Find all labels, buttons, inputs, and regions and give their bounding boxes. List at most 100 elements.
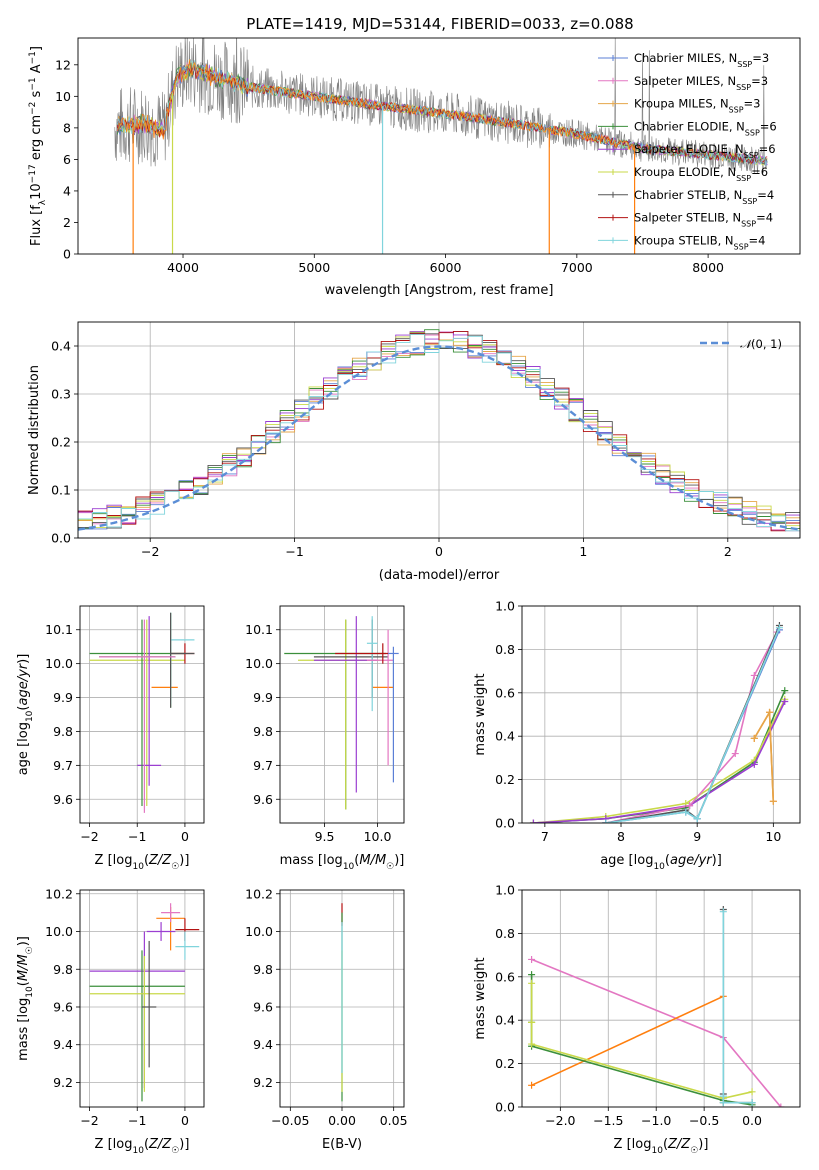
x-axis-label: age [log10(age/yr)] (600, 853, 722, 872)
legend-label: Salpeter ELODIE, NSSP=6 (634, 142, 776, 160)
weight-lines (528, 906, 785, 1107)
tick-label-x: 10.0 (364, 829, 392, 844)
tick-label-y: 9.2 (53, 1075, 73, 1090)
weight-line (533, 690, 786, 823)
tick-label-x: −0.5 (689, 1113, 719, 1128)
tick-label-x: −2 (80, 1113, 98, 1128)
errorbars (284, 616, 399, 810)
tick-label-y: 0.4 (495, 729, 515, 744)
plot-frame (279, 605, 405, 824)
weight-line (605, 625, 781, 823)
tick-label-y: 0.6 (495, 685, 515, 700)
legend-suffix: =4 (749, 233, 766, 247)
legend-suffix: =6 (759, 142, 776, 156)
legend-label: Kroupa MILES, NSSP=3 (634, 97, 760, 115)
tick-label-y: 0.8 (495, 926, 515, 941)
tick-label-x: 9.5 (315, 829, 335, 844)
legend-suffix: =3 (752, 51, 769, 65)
y-axis-label: mass [log10(M/M☉)] (16, 936, 35, 1061)
tick-label-x: 0.05 (380, 1113, 408, 1128)
weight-marker (769, 797, 777, 805)
tick-label-y: 9.7 (253, 758, 273, 773)
weight-marker (528, 971, 536, 979)
plot-frame (279, 889, 405, 1108)
legend-label: Salpeter MILES, NSSP=3 (634, 74, 768, 92)
x-axis-label: (data-model)/error (379, 568, 500, 583)
weight-marker (719, 908, 727, 916)
tick-label-y: 10.0 (45, 924, 73, 939)
x-axis-label: Z [log10(Z/Z☉)] (95, 1137, 190, 1156)
tick-label-x: −1 (128, 829, 146, 844)
tick-label-y: 9.6 (253, 999, 273, 1014)
x-axis-label: Z [log10(Z/Z☉)] (95, 853, 190, 872)
weight_vs_age-panel: 7 8 9 10 0.0 0.2 0.4 0.6 0.8 1.0 age [log10(age/yr… (473, 599, 801, 872)
tick-label-x: 0 (435, 544, 443, 559)
tick-label-x: −2.0 (545, 1113, 575, 1128)
tick-label-y: 9.6 (53, 792, 73, 807)
tick-label-x: −2 (80, 829, 98, 844)
tick-label-y: 10.1 (45, 622, 73, 637)
tick-label-y: 0.8 (495, 642, 515, 657)
tick-label-x: 7 (541, 829, 549, 844)
histograms (78, 329, 800, 538)
residuals-panel: −2 −1 0 1 2 0.0 0.1 0.2 0.3 0.4 𝒩(0, 1) (data-model… (27, 321, 801, 583)
tick-label-x: −1.0 (641, 1113, 671, 1128)
weight-line (530, 974, 753, 1106)
legend-suffix: =6 (751, 165, 768, 179)
weight-line (533, 698, 786, 823)
tick-label-y: 10.0 (245, 656, 273, 671)
weight-marker (682, 808, 690, 816)
tick-label-y: 8 (63, 120, 71, 135)
legend-subscript: SSP (736, 82, 751, 91)
plot-frame (77, 321, 801, 539)
tick-label-y: 10.0 (45, 656, 73, 671)
tick-label-y: 10 (55, 89, 71, 104)
residual-histogram (78, 330, 800, 538)
tick-label-y: 9.4 (53, 1037, 73, 1052)
weight_vs_Z-panel: −2.0 −1.5 −1.0 −0.5 0.0 0.0 0.2 0.4 0.6 0.8 1.0 Z [… (473, 883, 801, 1156)
tick-label-x: 5000 (298, 260, 330, 275)
observed-spectrum (114, 38, 768, 174)
legend-subscript: SSP (741, 219, 756, 228)
age_vs_mass-panel: 9.5 10.0 9.6 9.7 9.8 9.9 10.0 10.1 mass [log10(M… (245, 605, 405, 872)
tick-label-y: 9.6 (53, 999, 73, 1014)
tick-label-x: −0.05 (271, 1113, 309, 1128)
weight-marker (529, 819, 537, 823)
weight-line (605, 631, 778, 823)
model-spectrum (117, 60, 635, 151)
mass_vs_Z-panel: −2 −1 0 9.2 9.4 9.6 9.8 10.0 10.2 Z [log10(Z/Z☉)]… (16, 886, 205, 1156)
age_vs_Z-panel: −2 −1 0 9.6 9.7 9.8 9.9 10.0 10.1 Z [log10(Z/Z☉)]… (16, 605, 205, 872)
weight-line (722, 909, 753, 1104)
tick-label-y: 9.2 (253, 1075, 273, 1090)
weight-marker (528, 955, 536, 963)
weight-marker (693, 815, 701, 823)
tick-label-y: 9.8 (253, 724, 273, 739)
tick-label-y: 10.2 (45, 886, 73, 901)
tick-label-x: 9 (693, 829, 701, 844)
legend-label: Kroupa STELIB, NSSP=4 (634, 233, 765, 251)
tick-label-x: 2 (724, 544, 732, 559)
y-axis-label: mass weight (473, 957, 488, 1039)
tick-label-x: 0.0 (742, 1113, 762, 1128)
weight-line (530, 983, 753, 1100)
spectrum-lines (114, 38, 768, 254)
weight-marker (719, 1099, 727, 1107)
tick-label-x: −1 (128, 1113, 146, 1128)
gaussian-curve (78, 345, 800, 531)
tick-label-x: −1 (285, 544, 303, 559)
tick-label-y: 0 (63, 247, 71, 262)
tick-label-y: 0.2 (51, 435, 71, 450)
errorbars (89, 903, 200, 1102)
tick-label-x: 7000 (561, 260, 593, 275)
x-axis-label: mass [log10(M/M☉)] (280, 853, 405, 872)
weight-marker (719, 1092, 727, 1100)
x-axis-label: wavelength [Angstrom, rest frame] (325, 283, 554, 298)
tick-label-y: 9.9 (253, 690, 273, 705)
tick-label-y: 0.0 (495, 816, 515, 831)
tick-label-x: 1 (579, 544, 587, 559)
weight-marker (781, 697, 789, 705)
weight-marker (731, 750, 739, 758)
tick-label-y: 9.8 (53, 724, 73, 739)
legend-suffix: =3 (744, 97, 761, 111)
